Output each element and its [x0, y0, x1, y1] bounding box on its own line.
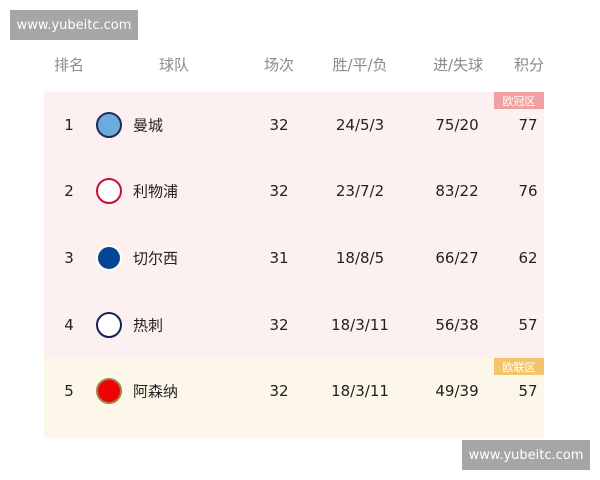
rank: 2	[64, 182, 74, 200]
wdl: 24/5/3	[335, 116, 385, 134]
rank: 5	[64, 382, 74, 400]
goals: 66/27	[435, 249, 479, 267]
rank: 4	[64, 316, 74, 334]
points: 76	[518, 182, 538, 200]
wdl: 18/3/11	[331, 382, 389, 400]
played: 32	[269, 316, 289, 334]
played: 32	[269, 182, 289, 200]
points: 77	[518, 116, 538, 134]
table-row[interactable]: 5 阿森纳 32 18/3/11 49/39 57	[44, 358, 544, 424]
header-team: 球队	[158, 56, 190, 74]
liverpool-crest-icon	[96, 178, 122, 204]
header-points: 积分	[513, 56, 545, 74]
table-header: 排名 球队 场次 胜/平/负 进/失球 积分	[44, 54, 544, 78]
uel-badge: 欧联区	[494, 358, 544, 375]
header-wdl: 胜/平/负	[332, 56, 388, 74]
played: 31	[269, 249, 289, 267]
ucl-badge: 欧冠区	[494, 92, 544, 109]
goals: 75/20	[435, 116, 479, 134]
goals: 56/38	[435, 316, 479, 334]
team-name[interactable]: 阿森纳	[133, 382, 179, 401]
table-row[interactable]: 3 切尔西 31 18/8/5 66/27 62	[44, 225, 544, 291]
table-row[interactable]: 4 热刺 32 18/3/11 56/38 57	[44, 292, 544, 358]
header-goals: 进/失球	[432, 56, 484, 74]
uel-zone: 欧联区	[44, 358, 544, 438]
rank: 1	[64, 116, 74, 134]
goals: 49/39	[435, 382, 479, 400]
points: 57	[518, 316, 538, 334]
goals: 83/22	[435, 182, 479, 200]
watermark-bottom: www.yubeitc.com	[462, 440, 590, 470]
watermark-top: www.yubeitc.com	[10, 10, 138, 40]
ucl-zone: 欧冠区	[44, 92, 544, 358]
table-row[interactable]: 2 利物浦 32 23/7/2 83/22 76	[44, 158, 544, 224]
table-row[interactable]: 1 曼城 32 24/5/3 75/20 77	[44, 92, 544, 158]
team-name[interactable]: 热刺	[133, 316, 164, 335]
team-name[interactable]: 利物浦	[133, 182, 179, 201]
played: 32	[269, 382, 289, 400]
header-played: 场次	[263, 56, 295, 74]
team-name[interactable]: 曼城	[133, 116, 164, 135]
tottenham-crest-icon	[96, 312, 122, 338]
chelsea-crest-icon	[96, 245, 122, 271]
arsenal-crest-icon	[96, 378, 122, 404]
man-city-crest-icon	[96, 112, 122, 138]
wdl: 23/7/2	[335, 182, 385, 200]
played: 32	[269, 116, 289, 134]
wdl: 18/8/5	[335, 249, 385, 267]
header-rank: 排名	[53, 56, 85, 74]
wdl: 18/3/11	[331, 316, 389, 334]
points: 62	[518, 249, 538, 267]
team-name[interactable]: 切尔西	[133, 249, 179, 268]
points: 57	[518, 382, 538, 400]
rank: 3	[64, 249, 74, 267]
